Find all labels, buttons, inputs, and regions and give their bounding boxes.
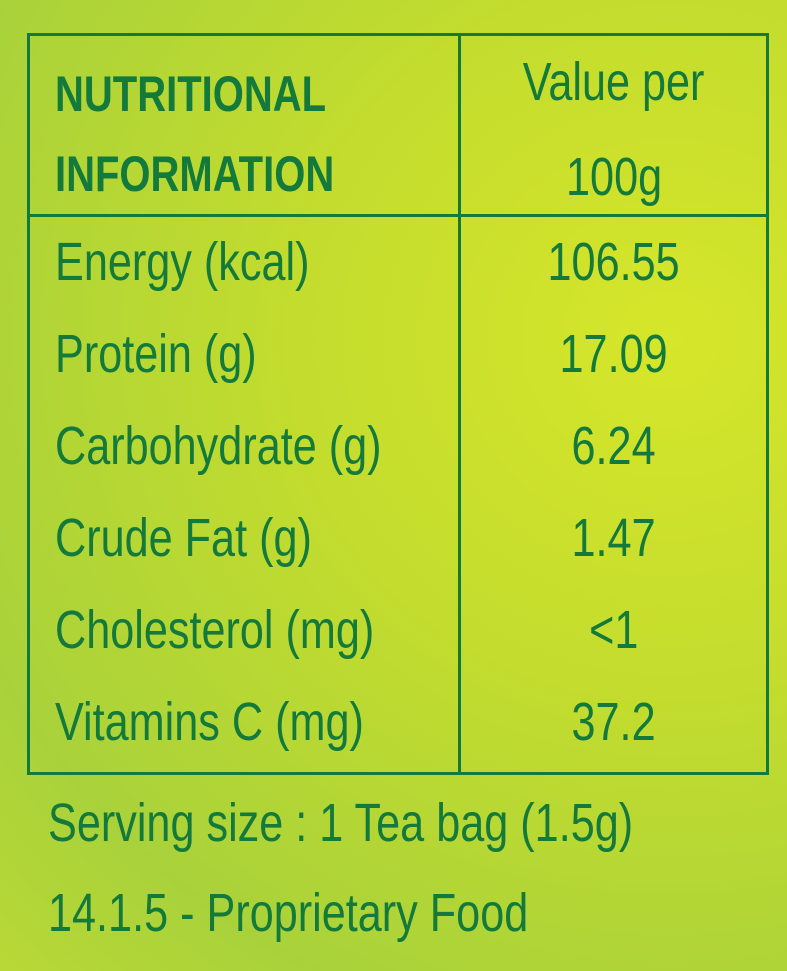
nutrient-name-text: Cholesterol (mg): [55, 600, 375, 660]
nutrient-name-text: Carbohydrate (g): [55, 416, 382, 476]
column-divider: [458, 33, 461, 772]
nutrient-value: 1.47: [461, 498, 767, 578]
header-value: 100g: [461, 137, 767, 217]
nutrient-name-text: Protein (g): [55, 324, 257, 384]
header-label: INFORMATION: [55, 134, 455, 214]
header-value-text: Value per: [523, 52, 705, 112]
food-category: 14.1.5 - Proprietary Food: [48, 873, 648, 953]
serving-size: Serving size : 1 Tea bag (1.5g): [48, 783, 779, 863]
nutrient-name: Protein (g): [55, 314, 455, 394]
nutrient-name-text: Vitamins C (mg): [55, 692, 364, 752]
nutrient-value: 106.55: [461, 222, 767, 302]
nutrient-value-text: 6.24: [571, 416, 657, 476]
header-value-text: 100g: [565, 147, 663, 207]
serving-size-text: Serving size : 1 Tea bag (1.5g): [48, 793, 634, 853]
nutrient-value-text: 106.55: [547, 232, 681, 292]
header-value: Value per: [461, 42, 767, 122]
header-label-text: INFORMATION: [55, 146, 335, 202]
nutrient-name-text: Crude Fat (g): [55, 508, 312, 568]
food-category-text: 14.1.5 - Proprietary Food: [48, 883, 529, 943]
nutrient-value-text: <1: [589, 600, 639, 660]
header-label: NUTRITIONAL: [55, 54, 455, 134]
nutrient-name-text: Energy (kcal): [55, 232, 310, 292]
table-border: [27, 33, 769, 775]
nutrient-value: 17.09: [461, 314, 767, 394]
nutrient-value: 37.2: [461, 682, 767, 762]
nutrient-value-text: 37.2: [571, 692, 657, 752]
nutrient-value-text: 17.09: [559, 324, 669, 384]
nutrient-name: Crude Fat (g): [55, 498, 455, 578]
nutrient-value: <1: [461, 590, 767, 670]
nutrient-name: Energy (kcal): [55, 222, 455, 302]
header-label-text: NUTRITIONAL: [55, 66, 327, 122]
nutrient-value-text: 1.47: [571, 508, 657, 568]
nutrient-name: Cholesterol (mg): [55, 590, 455, 670]
nutrient-name: Vitamins C (mg): [55, 682, 455, 762]
nutrient-name: Carbohydrate (g): [55, 406, 455, 486]
nutrient-value: 6.24: [461, 406, 767, 486]
header-divider: [27, 214, 769, 217]
